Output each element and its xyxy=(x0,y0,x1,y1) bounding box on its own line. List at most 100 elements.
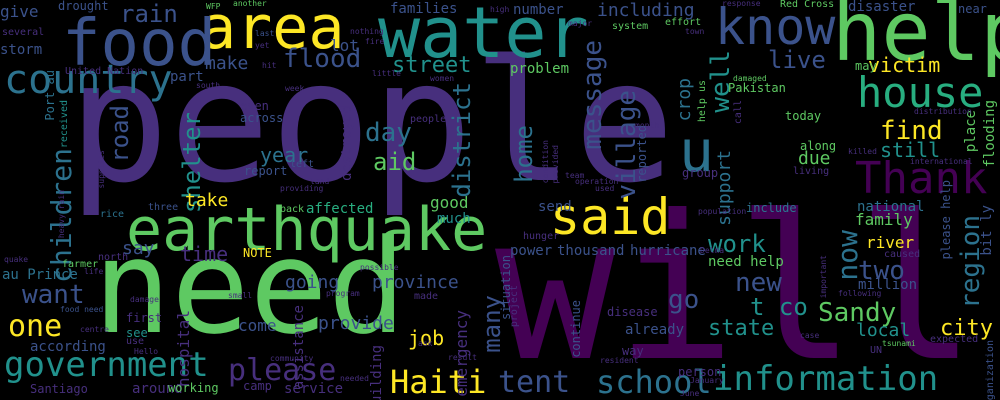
word: system xyxy=(612,21,649,32)
word: three xyxy=(148,202,179,213)
word: another xyxy=(233,0,267,8)
word: bit ly xyxy=(979,205,995,256)
word: victim xyxy=(868,53,941,77)
word: women xyxy=(430,74,455,83)
word: already xyxy=(625,322,685,338)
word: ask xyxy=(418,339,433,348)
word: damage xyxy=(130,295,159,304)
word: fire xyxy=(365,37,385,46)
word: Haiti xyxy=(390,363,487,400)
word: Hello xyxy=(134,347,159,356)
word: make xyxy=(205,53,249,74)
word: Sandy xyxy=(818,298,897,328)
word: response xyxy=(722,0,761,8)
word: service xyxy=(284,381,344,397)
word: town xyxy=(685,27,705,36)
word: said xyxy=(550,188,671,246)
word: house xyxy=(857,68,984,117)
word: year xyxy=(260,143,309,167)
word: UN xyxy=(870,345,883,356)
word: flooding xyxy=(982,100,998,168)
word: received xyxy=(59,100,70,149)
word: power xyxy=(510,243,553,259)
word: national xyxy=(857,199,925,215)
word: program xyxy=(326,289,360,298)
word: problem xyxy=(510,61,570,77)
word: food xyxy=(62,7,217,81)
word: help xyxy=(832,0,1000,80)
word: million xyxy=(858,277,918,293)
word: caused xyxy=(884,249,921,260)
word: working xyxy=(168,381,219,395)
word: tsunami xyxy=(882,339,916,348)
word: family xyxy=(855,210,913,229)
word: will xyxy=(495,173,977,400)
word: Delma xyxy=(700,246,725,255)
word: including xyxy=(597,0,695,21)
word: June xyxy=(680,389,700,398)
word: expected xyxy=(930,334,979,345)
word: come xyxy=(238,316,277,335)
word: day xyxy=(365,118,412,148)
word: include xyxy=(746,201,797,215)
word: people xyxy=(410,114,447,125)
word: much xyxy=(437,211,471,227)
word: state xyxy=(708,316,775,341)
word: reported xyxy=(635,125,649,183)
word: effort xyxy=(665,17,702,28)
word: little xyxy=(372,69,401,78)
word: crop xyxy=(674,78,695,122)
word: back xyxy=(280,204,305,215)
word: one xyxy=(8,309,63,344)
word: food need xyxy=(60,305,104,314)
word: person xyxy=(678,365,722,379)
word: u xyxy=(679,117,714,185)
word: need help xyxy=(708,254,784,270)
word: hunger xyxy=(523,231,560,242)
word: distribution xyxy=(914,107,972,116)
word: made xyxy=(414,291,439,302)
word: want xyxy=(22,280,85,310)
word: disease xyxy=(607,305,658,319)
word: team xyxy=(565,171,585,180)
word: week xyxy=(285,84,305,93)
word: condition xyxy=(541,140,550,184)
word: good xyxy=(430,193,469,212)
word: government xyxy=(4,345,209,385)
word: Port au xyxy=(43,70,57,121)
word: two xyxy=(858,256,905,286)
word: see xyxy=(126,326,148,340)
word: way xyxy=(622,344,644,358)
word: operation xyxy=(575,177,619,186)
word: going xyxy=(285,272,340,293)
word: international xyxy=(910,157,973,166)
word: last xyxy=(255,29,275,38)
word: disaster xyxy=(848,0,916,15)
word: hurricane xyxy=(630,243,706,259)
word: message xyxy=(578,40,608,150)
word: today xyxy=(785,109,822,123)
word: hit xyxy=(262,61,277,70)
word: river xyxy=(866,233,915,252)
word: WFP xyxy=(206,2,221,11)
word: quake xyxy=(4,255,29,264)
word: due xyxy=(798,148,831,169)
word: country xyxy=(4,57,173,103)
word: month xyxy=(635,121,660,130)
word: north xyxy=(98,252,129,263)
word: continue xyxy=(569,300,583,358)
word: flood xyxy=(283,44,362,74)
word: living xyxy=(793,166,830,177)
word: call xyxy=(733,100,744,125)
word: city xyxy=(940,316,993,341)
word: hospital xyxy=(174,310,193,388)
word: along xyxy=(800,139,837,153)
word: need xyxy=(93,211,407,363)
word: across xyxy=(240,111,284,125)
word: heavy rain xyxy=(57,190,66,239)
word: Thank xyxy=(855,153,988,204)
word: camp xyxy=(243,379,272,393)
word: please xyxy=(228,353,337,388)
word: storm xyxy=(0,42,43,58)
